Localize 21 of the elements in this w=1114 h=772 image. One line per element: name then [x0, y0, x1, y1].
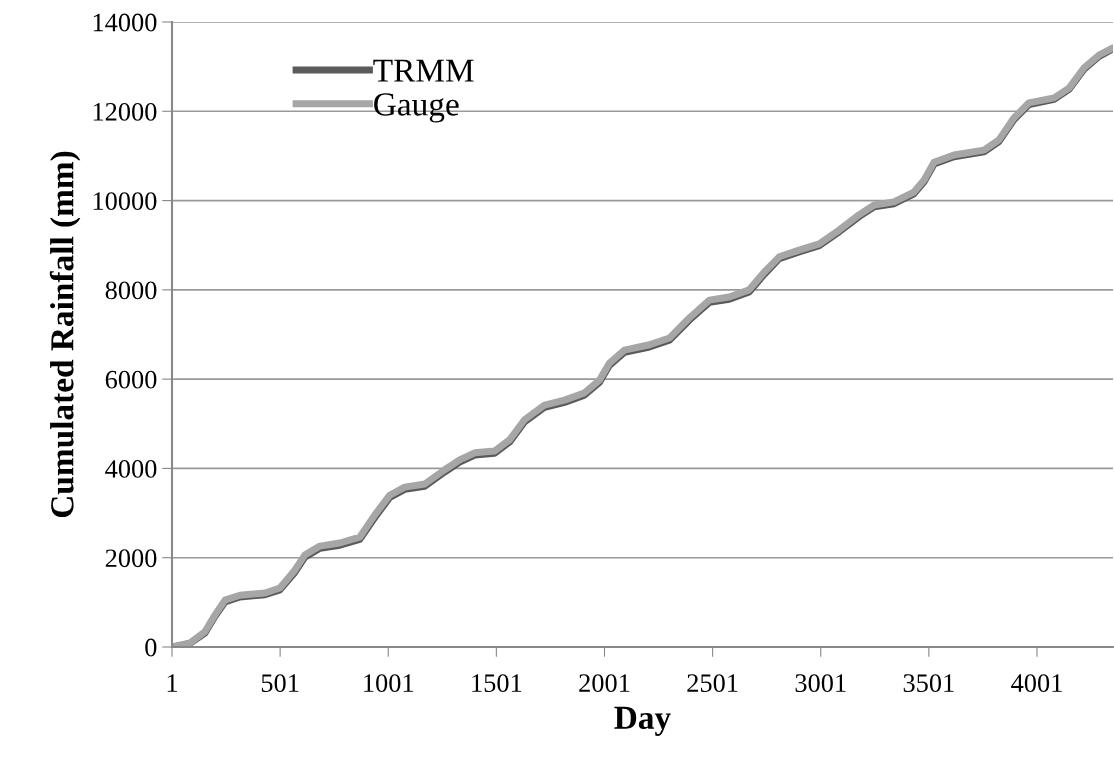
- x-tick-label: 1001: [364, 674, 414, 692]
- x-axis-title: Day: [614, 706, 671, 736]
- x-tick-label: 501: [261, 674, 299, 692]
- y-tick-label: 6000: [105, 370, 157, 389]
- y-axis-title: Cumulated Rainfall (mm): [49, 151, 81, 518]
- legend-label: TRMM: [373, 59, 474, 82]
- y-tick-label: 14000: [93, 13, 157, 32]
- x-tick-label: 1: [167, 674, 178, 692]
- y-tick-label: 12000: [93, 102, 157, 121]
- x-tick-label: 3501: [903, 674, 954, 692]
- legend-label: Gauge: [374, 93, 459, 123]
- y-tick-label: 10000: [93, 192, 157, 210]
- x-tick-label: 1501: [472, 674, 522, 692]
- x-tick-label: 4001: [1011, 674, 1062, 692]
- y-tick-label: 8000: [105, 281, 157, 300]
- x-tick-label: 3001: [795, 674, 846, 692]
- y-tick-label: 2000: [105, 549, 157, 568]
- x-tick-label: 2001: [579, 674, 630, 692]
- y-tick-label: 0: [145, 638, 157, 657]
- y-tick-label: 4000: [105, 460, 157, 478]
- x-tick-label: 2501: [687, 674, 738, 692]
